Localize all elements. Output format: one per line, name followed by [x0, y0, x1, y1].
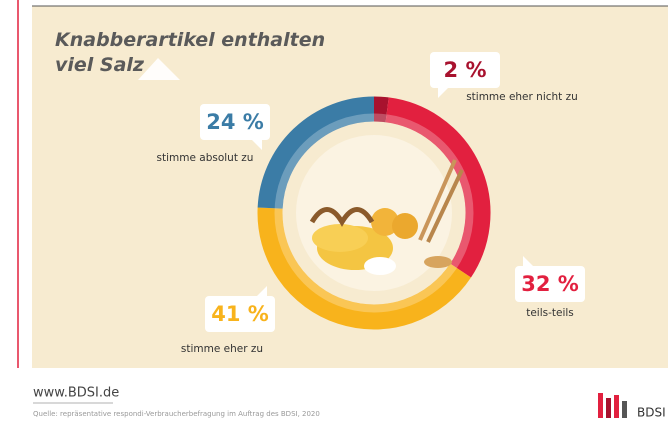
website: www.BDSI.de — [33, 386, 119, 401]
donut-segment — [257, 207, 471, 330]
callout-pointer — [523, 256, 533, 266]
category-label: stimme absolut zu — [157, 152, 254, 164]
category-label: stimme eher zu — [181, 343, 263, 355]
value-label: 24 % — [206, 110, 264, 134]
donut — [257, 96, 491, 330]
callout: 32 % teils-teils — [515, 256, 585, 319]
source: Quelle: repräsentative respondi-Verbrauc… — [33, 410, 320, 418]
inner-highlight — [274, 113, 474, 313]
callout: 41 % stimme eher zu — [181, 286, 275, 355]
category-label: teils-teils — [526, 307, 574, 319]
callout: 2 % stimme eher nicht zu — [430, 52, 578, 103]
callout-box — [515, 266, 585, 302]
donut-segment — [385, 97, 491, 278]
callout-pointer — [438, 88, 448, 98]
callout-pointer — [257, 286, 267, 296]
value-label: 2 % — [444, 58, 487, 82]
value-label: 41 % — [211, 302, 269, 326]
callout-box — [430, 52, 500, 88]
salt-icon — [138, 58, 180, 80]
logo-text: BDSI — [637, 406, 666, 420]
donut-segment — [373, 96, 389, 123]
category-label: stimme eher nicht zu — [466, 91, 578, 103]
donut-segment — [257, 96, 375, 209]
value-label: 32 % — [521, 272, 579, 296]
logo: BDSI — [598, 393, 666, 420]
callout-box — [205, 296, 275, 332]
chart-title: Knabberartikel enthalten viel Salz — [55, 29, 325, 76]
callout-box — [200, 104, 270, 140]
snack-illustration — [296, 135, 464, 291]
callout: 24 % stimme absolut zu — [157, 104, 270, 164]
callout-pointer — [252, 140, 262, 150]
